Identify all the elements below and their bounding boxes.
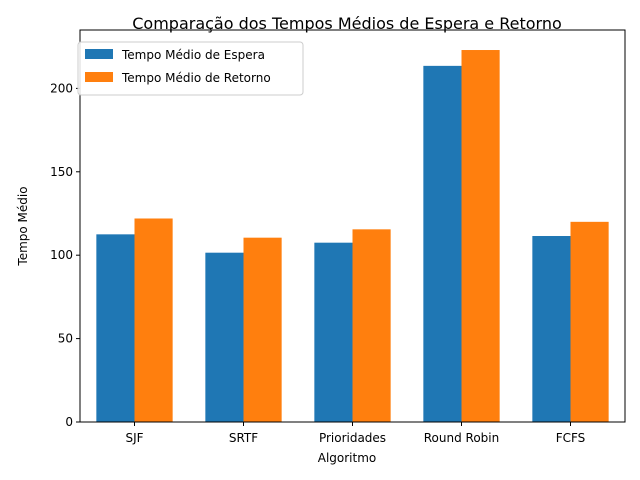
bar-retorno-0 bbox=[134, 218, 173, 422]
bar-espera-4 bbox=[532, 236, 571, 422]
y-tick-label: 200 bbox=[50, 81, 73, 95]
y-axis-label: Tempo Médio bbox=[16, 186, 30, 266]
x-axis-label: Algoritmo bbox=[318, 451, 377, 465]
legend-label-espera: Tempo Médio de Espera bbox=[121, 48, 265, 62]
y-tick-label: 100 bbox=[50, 248, 73, 262]
bar-espera-0 bbox=[96, 234, 135, 422]
legend-label-retorno: Tempo Médio de Retorno bbox=[121, 71, 271, 85]
bar-espera-2 bbox=[314, 242, 353, 422]
x-axis: SJF SRTF Prioridades Round Robin FCFS bbox=[125, 422, 585, 445]
legend-box bbox=[77, 41, 304, 96]
legend-swatch-espera bbox=[85, 49, 113, 59]
y-tick-label: 50 bbox=[58, 332, 73, 346]
chart-title: Comparação dos Tempos Médios de Espera e… bbox=[132, 14, 562, 33]
x-tick-label: Round Robin bbox=[424, 431, 499, 445]
y-axis: 0 50 100 150 200 bbox=[50, 81, 80, 429]
x-tick-label: FCFS bbox=[556, 431, 586, 445]
x-tick-label: Prioridades bbox=[319, 431, 386, 445]
bar-retorno-1 bbox=[243, 237, 282, 422]
x-tick-label: SJF bbox=[125, 431, 143, 445]
x-tick-label: SRTF bbox=[229, 431, 258, 445]
bar-retorno-4 bbox=[570, 221, 609, 422]
y-tick-label: 0 bbox=[65, 415, 73, 429]
bar-espera-3 bbox=[423, 65, 462, 422]
bar-retorno-2 bbox=[352, 229, 391, 422]
bar-retorno-3 bbox=[461, 50, 500, 422]
y-tick-label: 150 bbox=[50, 165, 73, 179]
bar-espera-1 bbox=[205, 252, 244, 422]
bars-group bbox=[96, 50, 609, 422]
legend: Tempo Médio de Espera Tempo Médio de Ret… bbox=[77, 41, 304, 96]
legend-swatch-retorno bbox=[85, 72, 113, 82]
